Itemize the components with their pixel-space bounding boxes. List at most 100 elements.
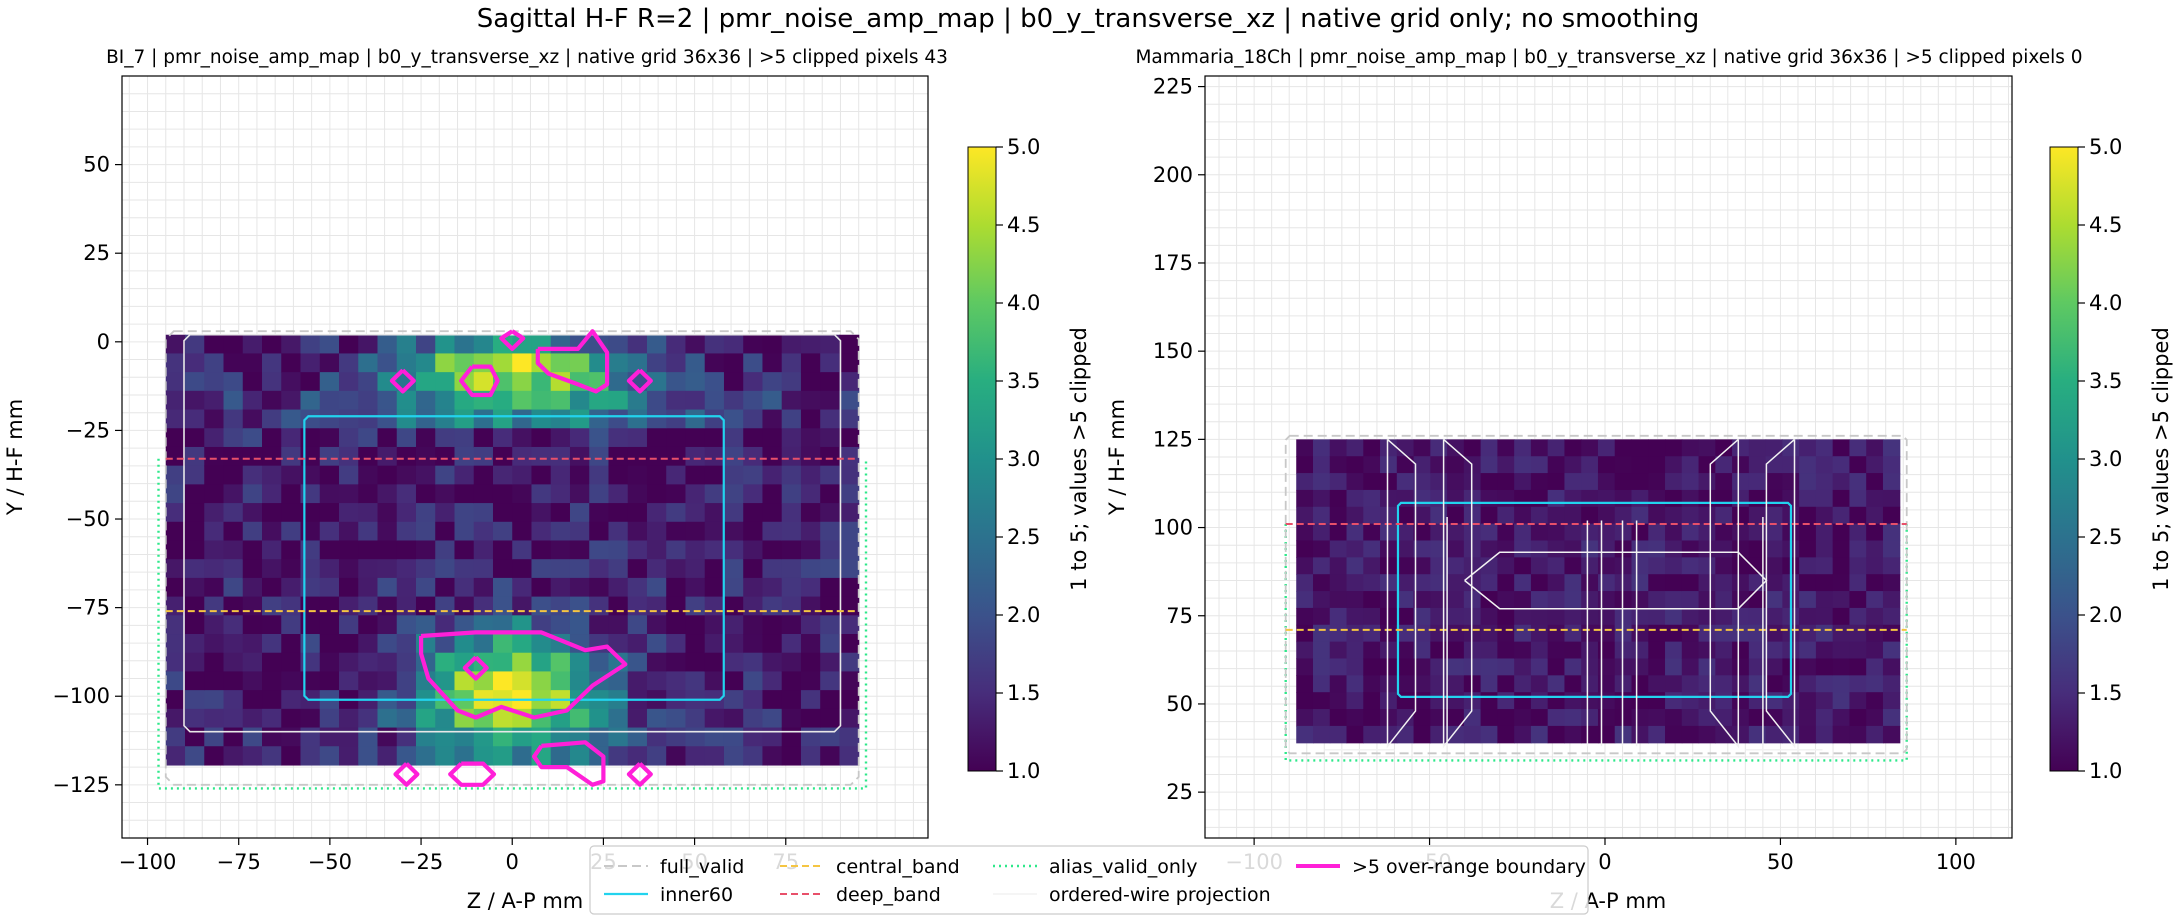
heatmap-cell (781, 428, 802, 448)
heatmap-cell (1447, 439, 1465, 457)
heatmap-cell (531, 596, 552, 616)
heatmap-cell (1430, 506, 1448, 525)
heatmap-cell (839, 484, 860, 504)
heatmap-cell (204, 465, 225, 485)
heatmap-cell (781, 615, 802, 635)
heatmap-cell (743, 353, 764, 373)
inner-outline (183, 333, 842, 733)
heatmap-cell (1296, 506, 1314, 525)
heatmap-cell (666, 503, 687, 523)
heatmap-cell (185, 390, 205, 411)
heatmap-cell (1748, 574, 1767, 592)
heatmap-cell (1346, 574, 1364, 592)
heatmap-cell (646, 746, 667, 766)
heatmap-cell (242, 353, 263, 373)
heatmap-cell (396, 540, 417, 560)
colorbar-tick-label: 5.0 (2089, 135, 2122, 159)
heatmap-cell (242, 615, 263, 635)
heatmap-cell (685, 540, 706, 560)
heatmap-cell (1799, 523, 1817, 542)
heatmap-cell (1832, 725, 1851, 744)
heatmap-cell (743, 446, 764, 467)
heatmap-cell (1748, 725, 1767, 744)
wire-projection-line (1442, 438, 1473, 749)
heatmap-cell (1849, 725, 1867, 744)
heatmap-cell (685, 390, 706, 411)
heatmap-cell (762, 521, 783, 542)
heatmap-cell (473, 746, 494, 766)
heatmap-cell (1530, 624, 1549, 643)
heatmap-cell (550, 615, 571, 635)
heatmap-cell (492, 390, 513, 411)
heatmap-cell (1413, 709, 1431, 727)
heatmap-cell (319, 652, 340, 673)
heatmap-cell (1413, 725, 1431, 744)
heatmap-cell (1581, 658, 1599, 676)
heatmap-cell (1765, 540, 1783, 558)
heatmap-cell (415, 596, 436, 616)
heatmap-cell (685, 503, 706, 523)
heatmap-cell (1312, 439, 1331, 457)
heatmap-cell (1815, 607, 1834, 626)
heatmap-cell (800, 521, 821, 542)
heatmap-cell (839, 671, 860, 691)
heatmap-cell (1665, 523, 1683, 542)
heatmap-cell (666, 615, 687, 635)
heatmap-cell (300, 372, 321, 392)
heatmap-cell (512, 353, 533, 373)
heatmap-cell (185, 503, 205, 523)
heatmap-cell (435, 446, 456, 467)
heatmap-cell (1799, 591, 1817, 609)
heatmap-cell (1463, 540, 1482, 558)
y-axis-label: Y / H-F mm (1105, 399, 1129, 516)
heatmap-cell (1363, 540, 1381, 558)
heatmap-cell (1866, 540, 1884, 558)
heatmap-cell (1396, 725, 1415, 744)
heatmap-cell (358, 484, 379, 504)
heatmap-cell (1832, 591, 1851, 609)
heatmap-cell (1631, 675, 1649, 693)
heatmap-cell (1765, 591, 1783, 609)
heatmap-cell (1614, 624, 1633, 643)
heatmap-cell (1597, 725, 1616, 744)
heatmap-cell (204, 559, 225, 579)
heatmap-cell (1748, 557, 1767, 575)
heatmap-cell (666, 428, 687, 448)
heatmap-cell (1430, 523, 1448, 542)
heatmap-cell (300, 746, 321, 766)
heatmap-cell (262, 596, 282, 616)
heatmap-cell (435, 372, 456, 392)
heatmap-cell (589, 390, 610, 411)
heatmap-cell (608, 596, 629, 616)
heatmap-cell (1698, 473, 1716, 491)
chart-bi7: BI_7 | pmr_noise_amp_map | b0_y_transver… (3, 47, 1091, 913)
heatmap-cell (165, 577, 186, 598)
heatmap-cell (262, 615, 282, 635)
heatmap-cell (1832, 641, 1851, 660)
heatmap-cell (1815, 540, 1834, 558)
heatmap-cell (820, 446, 841, 467)
heatmap-cell (646, 334, 667, 355)
heatmap-cell (1765, 692, 1783, 710)
heatmap-cell (1631, 456, 1649, 474)
heatmap-cell (1296, 658, 1314, 676)
heatmap-cell (1597, 439, 1616, 457)
heatmap-cell (1564, 624, 1582, 643)
heatmap-cell (1681, 540, 1700, 558)
heatmap-cell (1799, 557, 1817, 575)
heatmap-cell (1882, 591, 1901, 609)
heatmap-cell (1665, 489, 1683, 508)
heatmap-cell (569, 484, 590, 504)
heatmap-cell (1564, 456, 1582, 474)
heatmap-cell (589, 428, 610, 448)
x-tick-label: 0 (506, 850, 519, 874)
heatmap-cell (550, 465, 571, 485)
heatmap-cell (415, 577, 436, 598)
heatmap-cell (1866, 489, 1884, 508)
heatmap-cell (339, 484, 359, 504)
heatmap-cell (627, 353, 648, 373)
heatmap-cell (762, 334, 783, 355)
heatmap-cell (512, 503, 533, 523)
heatmap-cell (1597, 607, 1616, 626)
heatmap-cell (704, 746, 725, 766)
